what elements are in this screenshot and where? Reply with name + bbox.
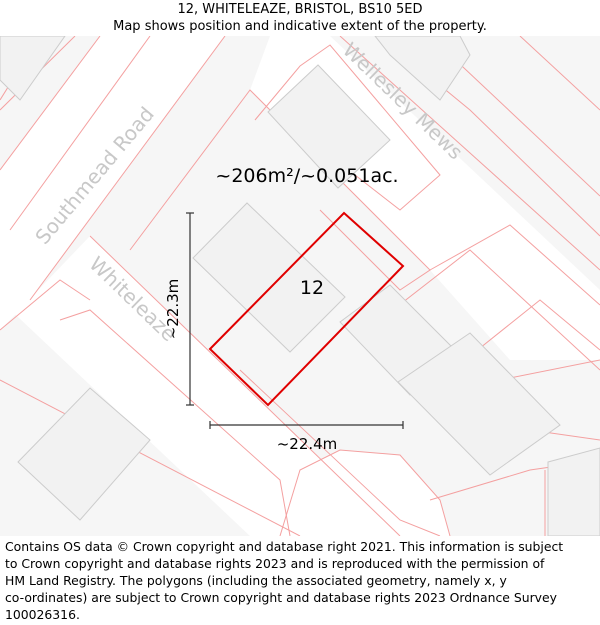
copyright-line: co-ordinates) are subject to Crown copyr… [5, 590, 557, 605]
copyright-line: to Crown copyright and database rights 2… [5, 556, 545, 571]
horizontal-dimension-label: ~22.4m [277, 435, 338, 453]
copyright-line: Contains OS data © Crown copyright and d… [5, 539, 564, 554]
copyright-line: 100026316. [5, 607, 80, 622]
dimension-lines [186, 212, 404, 429]
building [397, 332, 561, 476]
plot-number-label: 12 [300, 277, 324, 299]
area-label: ~206m²/~0.051ac. [215, 165, 398, 187]
map-subtitle: Map shows position and indicative extent… [113, 19, 487, 34]
cul-de-sac-surface [280, 450, 450, 536]
copyright-notice: Contains OS data © Crown copyright and d… [5, 538, 597, 623]
building [0, 36, 66, 101]
map-canvas: Southmead Road Whiteleaze Wellesley Mews… [0, 36, 600, 536]
building [547, 447, 600, 536]
map-header: 12, WHITELEAZE, BRISTOL, BS10 5ED Map sh… [0, 0, 600, 36]
whiteleaze-road-surface [0, 236, 400, 536]
building [192, 202, 346, 353]
building [17, 387, 151, 521]
southmead-road-surface [0, 36, 225, 330]
property-address-title: 12, WHITELEAZE, BRISTOL, BS10 5ED [177, 2, 423, 17]
building [374, 36, 471, 101]
building [267, 64, 391, 189]
vertical-dimension-label: ~22.3m [164, 279, 182, 340]
buildings [0, 36, 600, 536]
copyright-line: HM Land Registry. The polygons (includin… [5, 573, 507, 588]
property-map[interactable]: Southmead Road Whiteleaze Wellesley Mews… [0, 36, 600, 536]
property-plot-outline[interactable] [208, 211, 405, 407]
